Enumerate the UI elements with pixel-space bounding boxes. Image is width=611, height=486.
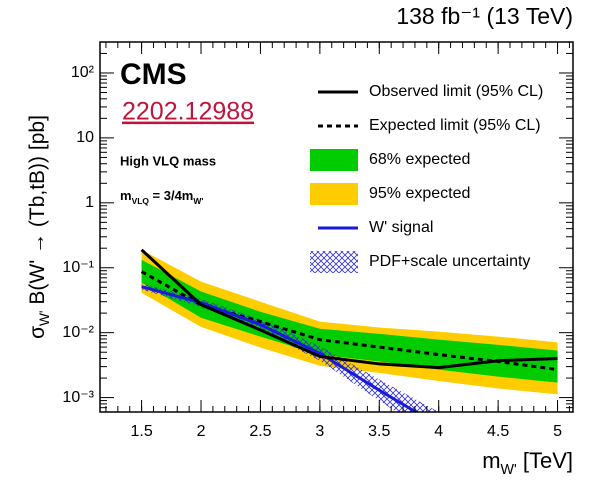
chart-title: 138 fb⁻¹ (13 TeV) — [396, 3, 573, 29]
x-tick-label: 3 — [315, 423, 324, 440]
legend-label: Expected limit (95% CL) — [369, 117, 541, 134]
y-tick-label: 10 — [76, 129, 94, 146]
y-axis-label-part: W' — [37, 310, 52, 325]
y-axis-label-part: σ — [26, 326, 49, 339]
y-tick-label: 10² — [71, 64, 95, 81]
y-axis-label: σW' B(W' → (Tb,tB)) [pb] — [26, 115, 53, 339]
x-tick-label: 1.5 — [130, 423, 152, 440]
legend-label: W' signal — [369, 219, 433, 236]
x-tick-label: 3.5 — [368, 423, 390, 440]
line — [140, 270, 558, 372]
y-tick-label: 10⁻¹ — [62, 259, 94, 276]
legend-swatch — [310, 183, 358, 205]
mass-relation-part: = 3/4m — [149, 188, 193, 203]
legend-label: 68% expected — [369, 151, 470, 168]
x-tick-label: 2.5 — [249, 423, 271, 440]
y-tick-label: 10⁻³ — [62, 389, 94, 406]
line — [140, 248, 558, 370]
legend-label: 95% expected — [369, 185, 470, 202]
y-tick-label: 10⁻² — [62, 324, 94, 341]
plot-frame — [99, 41, 574, 413]
x-tick-label: 2 — [197, 423, 206, 440]
x-tick-label: 5 — [553, 423, 562, 440]
band — [141, 259, 558, 383]
y-tick-label: 1 — [85, 194, 94, 211]
legend-swatch — [310, 251, 358, 273]
experiment-label: CMS — [120, 58, 187, 91]
x-axis-label: mW' [TeV] — [482, 448, 573, 478]
mass-relation-part: m — [120, 188, 132, 203]
x-axis-label-part: m — [482, 448, 500, 473]
reference-link[interactable]: 2202.12988 — [122, 98, 254, 126]
x-tick-label: 4.5 — [487, 423, 509, 440]
mass-relation-part: VLQ — [132, 196, 150, 206]
x-axis-label-part: W' — [501, 462, 517, 478]
line — [141, 285, 419, 412]
mass-relation: mVLQ = 3/4mW' — [120, 188, 203, 206]
legend-swatch — [310, 149, 358, 171]
selection-label: High VLQ mass — [120, 153, 216, 168]
mass-relation-part: W' — [193, 196, 203, 206]
x-axis-label-part: [TeV] — [517, 448, 573, 473]
x-tick-label: 4 — [434, 423, 443, 440]
legend-label: Observed limit (95% CL) — [369, 83, 543, 100]
legend-label: PDF+scale uncertainty — [369, 253, 530, 270]
y-axis-label-part: B(W' → (Tb,tB)) [pb] — [26, 115, 49, 310]
